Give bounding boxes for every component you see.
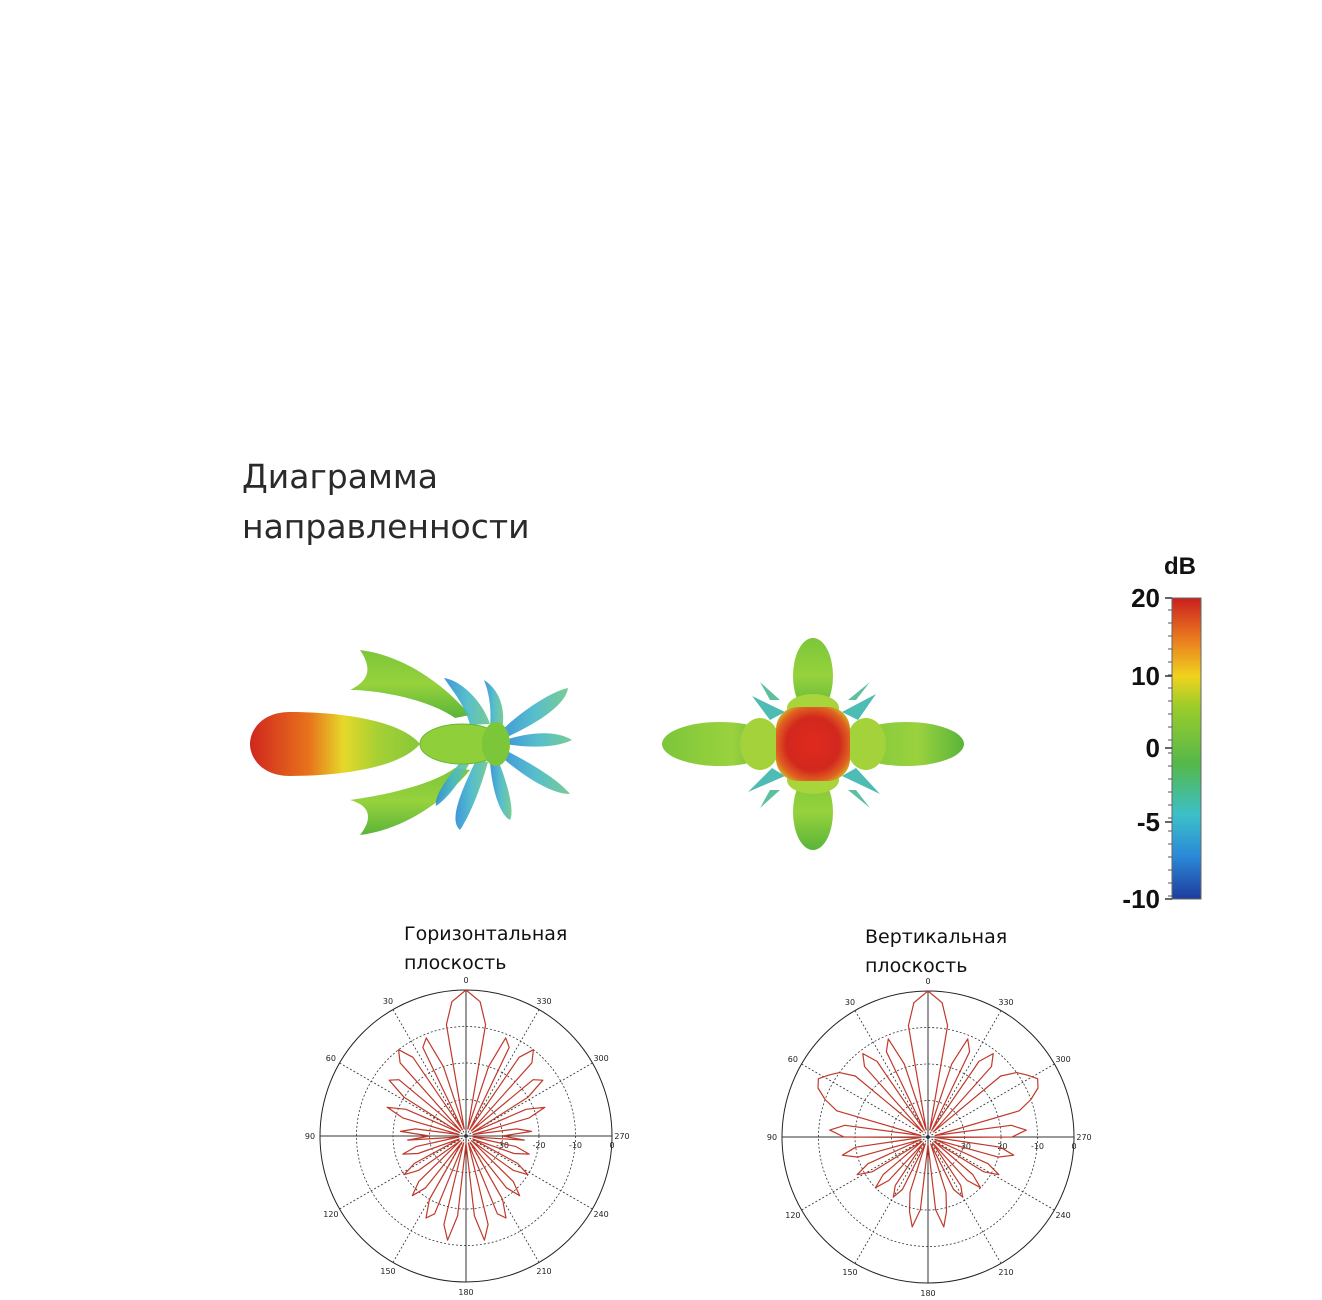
vertical-plane-title-line: плоскость [865,955,968,977]
polar-angle-label: 120 [785,1211,800,1220]
page-title: Диаграмма направленности [242,452,530,552]
polar-radial-label: 0 [1071,1142,1076,1151]
front-left-inner-lobe [740,718,780,770]
side-fan-lobe [500,688,568,738]
front-bottom-lobe [793,774,833,850]
polar-angle-label: 240 [1055,1211,1070,1220]
polar-angle-label: 30 [383,997,393,1006]
polar-radial-label: 0 [609,1141,614,1150]
vertical-plane-polar-plot: 0 30 60 90 120 150 180 210 240 270 300 330 -30 -20 -10… [767,977,1092,1298]
polar-spoke [392,1009,467,1137]
title-line-1: Диаграмма [242,457,438,496]
polar-angle-label: 330 [998,998,1013,1007]
polar-angle-label: 120 [323,1210,338,1219]
side-view-3d-pattern [250,650,572,835]
side-fan-lobe [490,760,512,820]
polar-spoke [854,1010,929,1138]
polar-angle-label: 240 [593,1210,608,1219]
polar-radial-label: -10 [569,1141,582,1150]
polar-radial-label: -30 [958,1142,971,1151]
polar-angle-label: 150 [842,1268,857,1277]
title-line-2: направленности [242,507,530,546]
front-right-inner-lobe [846,718,886,770]
front-side-petal [848,682,870,700]
polar-angle-label: 150 [380,1267,395,1276]
polar-angle-label: 180 [458,1288,473,1297]
polar-pattern-line [386,989,546,1241]
side-fan-lobe [500,750,570,794]
polar-angle-label: 270 [1076,1133,1091,1142]
front-main-lobe [776,707,850,781]
colorbar: dB 20 10 0 -5 -10 [1122,553,1202,914]
colorbar-unit: dB [1164,553,1196,580]
side-fan-lobe [444,678,490,725]
polar-radial-label: -20 [994,1142,1007,1151]
polar-angle-label: 90 [767,1133,777,1142]
polar-spoke [927,1136,1002,1264]
colorbar-tick-label: -5 [1137,807,1160,837]
polar-angle-label: 90 [305,1132,315,1141]
side-lower-lobe [350,768,470,835]
polar-angle-label: 30 [845,998,855,1007]
side-fan-lobe [455,760,488,830]
front-view-3d-pattern [662,638,964,850]
side-rear-lobe [482,722,510,766]
colorbar-tick-label: 0 [1146,733,1160,763]
polar-spoke [801,1063,929,1138]
front-side-petal [842,694,876,720]
vertical-plane-title: Вертикальная [865,926,1008,948]
colorbar-tick-label: 10 [1131,661,1160,691]
polar-angle-label: 210 [536,1267,551,1276]
front-side-petal [760,790,780,808]
polar-radial-label: -30 [496,1141,509,1150]
horizontal-plane-title: Горизонтальная [404,923,568,945]
side-fan-lobe [435,760,470,806]
polar-angle-label: 330 [536,997,551,1006]
polar-spoke [927,1063,1055,1138]
front-side-petal [848,790,870,808]
polar-angle-label: 270 [614,1132,629,1141]
side-main-lobe [250,712,420,776]
horizontal-plane-label: Горизонтальная плоскость [404,920,567,978]
colorbar-tick-label: 20 [1131,583,1160,613]
colorbar-tick-label: -10 [1122,884,1160,914]
horizontal-plane-polar-plot: 0 30 60 90 120 150 180 210 240 270 300 330 -30 -20 -10… [305,976,630,1297]
polar-spoke [927,1010,1002,1138]
polar-radial-label: -20 [532,1141,545,1150]
polar-angle-label: 300 [593,1054,608,1063]
polar-pattern-line [817,990,1039,1228]
polar-angle-label: 210 [998,1268,1013,1277]
side-fan-lobe [505,733,572,747]
front-top-lobe [793,638,833,714]
polar-radial-label: -10 [1031,1142,1044,1151]
polar-spoke [465,1135,593,1210]
polar-angle-label: 60 [788,1055,798,1064]
polar-angle-label: 0 [463,976,468,985]
colorbar-gradient [1171,597,1202,900]
polar-angle-label: 60 [326,1054,336,1063]
vertical-plane-label: Вертикальная плоскость [865,923,1007,981]
polar-angle-label: 0 [925,977,930,986]
polar-angle-label: 300 [1055,1055,1070,1064]
polar-spoke [465,1009,540,1137]
horizontal-plane-title-line: плоскость [404,952,507,974]
polar-angle-label: 180 [920,1289,935,1298]
front-side-petal [752,696,785,720]
front-side-petal [842,768,880,794]
front-side-petal [748,768,785,792]
polar-spoke [339,1135,467,1210]
polar-spoke [854,1136,929,1264]
front-side-petal [760,682,780,700]
side-upper-lobe [350,650,470,718]
side-fan-lobe [484,680,504,730]
